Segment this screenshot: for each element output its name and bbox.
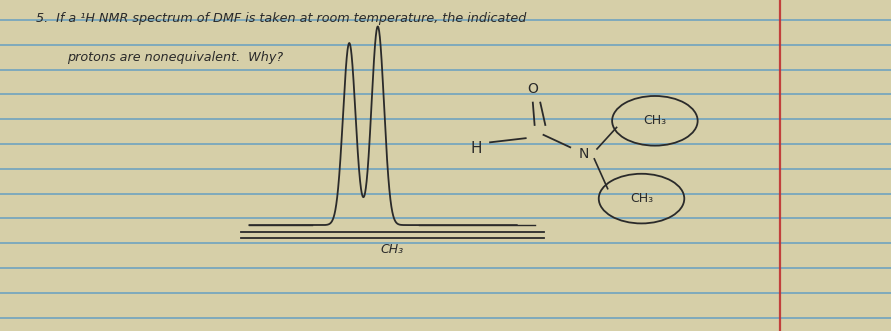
Text: N: N	[578, 147, 589, 161]
Text: protons are nonequivalent.  Why?: protons are nonequivalent. Why?	[67, 51, 283, 64]
Text: CH₃: CH₃	[380, 243, 404, 256]
Text: O: O	[527, 82, 538, 96]
Text: CH₃: CH₃	[630, 192, 653, 205]
Text: CH₃: CH₃	[643, 114, 666, 127]
Text: 5.  If a ¹H NMR spectrum of DMF is taken at room temperature, the indicated: 5. If a ¹H NMR spectrum of DMF is taken …	[36, 12, 526, 24]
Text: H: H	[471, 141, 482, 157]
